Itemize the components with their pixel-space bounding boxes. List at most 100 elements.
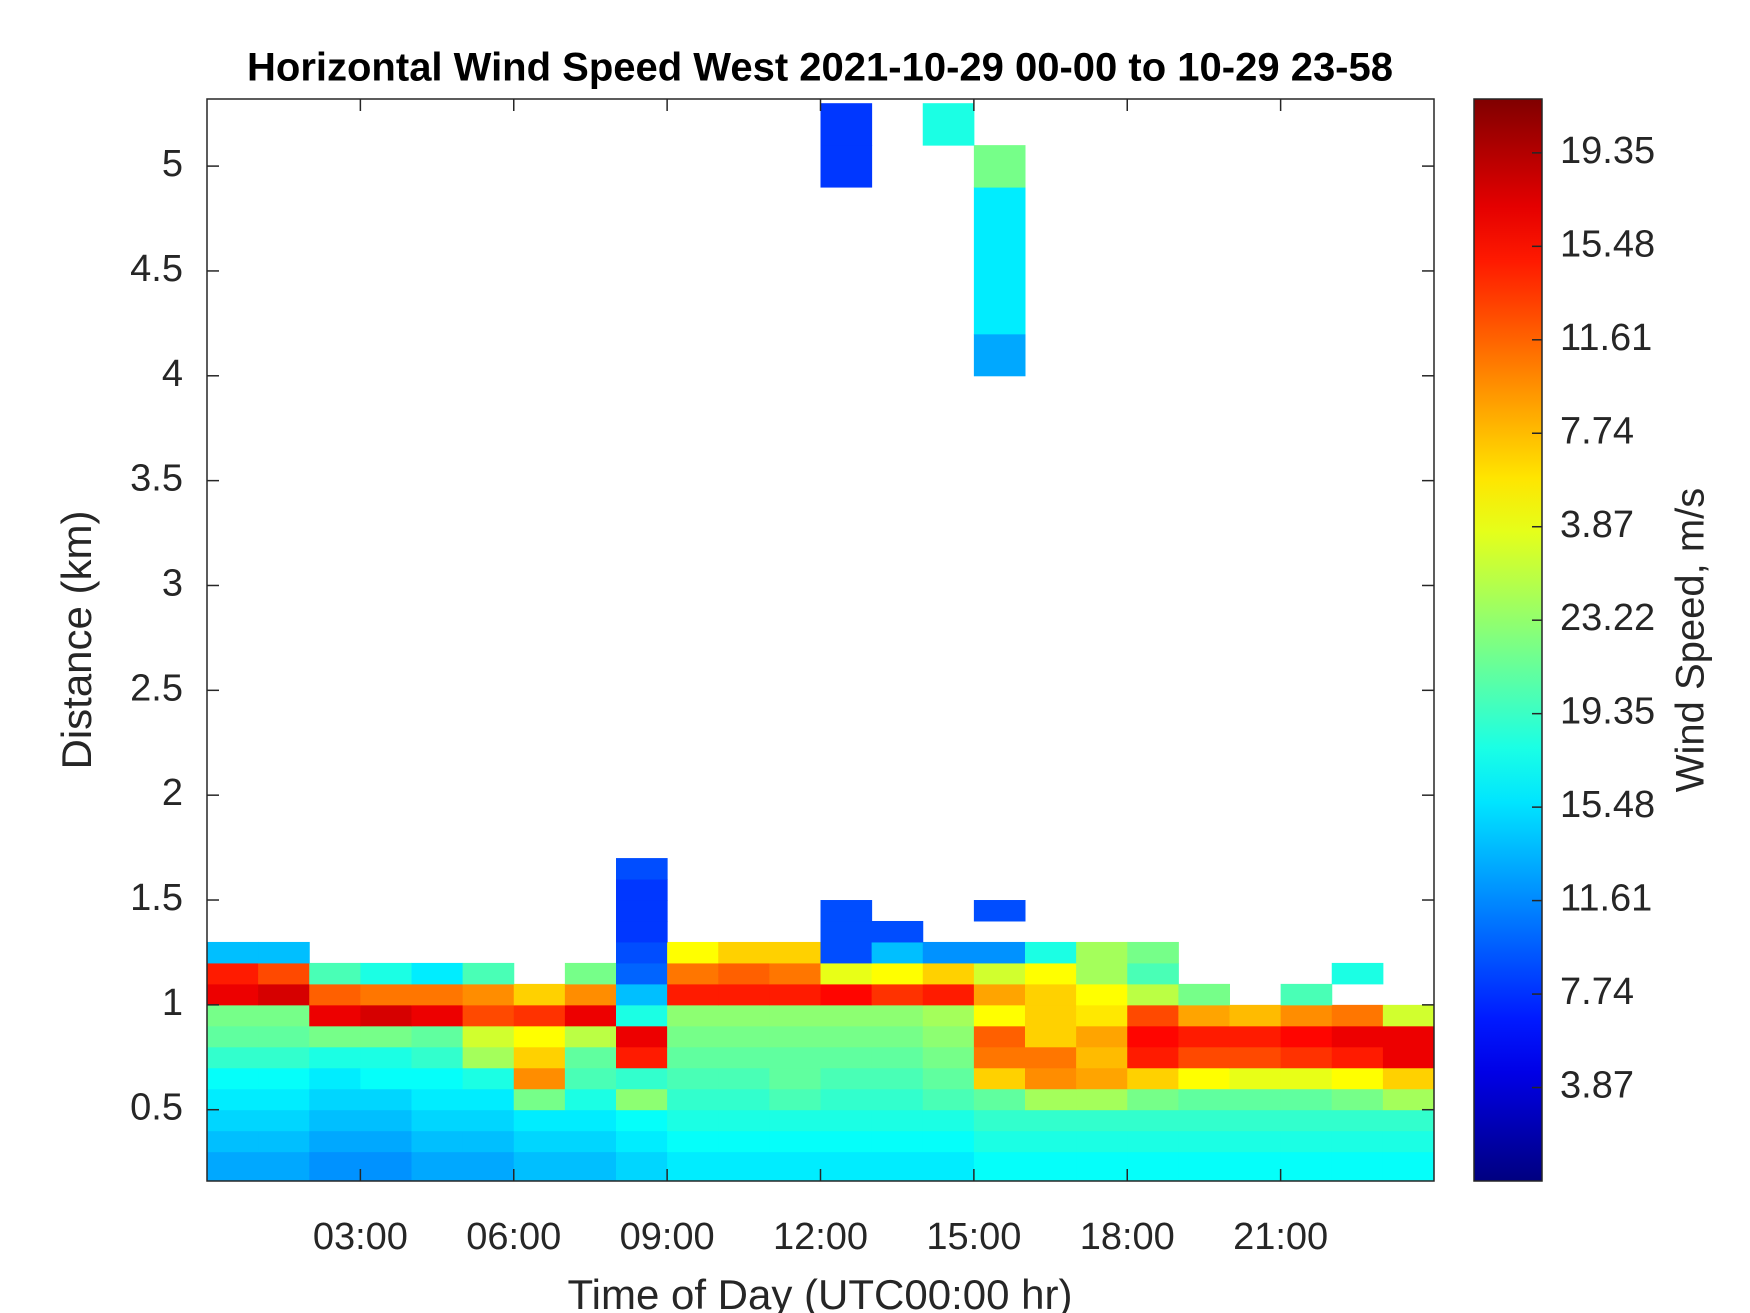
colorbar-tick-label: 23.22: [1560, 597, 1655, 639]
heat-cell: [769, 941, 821, 964]
heat-cell: [820, 1109, 873, 1132]
heat-cell: [1025, 1088, 1077, 1111]
heat-cell: [1127, 962, 1179, 985]
heat-cell: [1076, 962, 1128, 985]
heat-cell: [1025, 941, 1077, 964]
heat-cell: [1025, 1130, 1077, 1153]
heat-cell: [513, 1004, 566, 1027]
heat-cell: [1382, 1109, 1434, 1132]
x-tick-label: 03:00: [313, 1216, 408, 1258]
heat-cell: [513, 1088, 566, 1111]
heat-cell: [667, 1130, 719, 1153]
heat-cell: [1127, 1004, 1179, 1027]
heat-cell: [258, 1088, 310, 1111]
heat-cell: [462, 1151, 515, 1181]
heat-cell: [820, 920, 873, 943]
heat-cell: [258, 941, 310, 964]
heat-cell: [1331, 1109, 1384, 1132]
y-tick-label: 1.5: [130, 877, 183, 919]
heat-cell: [616, 900, 668, 922]
heat-cell: [820, 1088, 873, 1111]
heat-cell: [922, 962, 975, 985]
heat-cell: [1280, 1025, 1333, 1048]
heat-cell: [564, 1004, 617, 1027]
heat-cell: [871, 1004, 924, 1027]
heat-cell: [820, 1067, 873, 1090]
heat-cell: [1076, 1067, 1128, 1090]
heat-cell: [1076, 1130, 1128, 1153]
heat-cell: [1178, 1130, 1230, 1153]
heat-cell: [360, 1046, 412, 1069]
heat-cell: [513, 1109, 566, 1132]
heat-cell: [462, 1004, 515, 1027]
heat-cell: [411, 1130, 464, 1153]
heat-cell: [973, 962, 1026, 985]
colorbar-tick-label: 15.48: [1560, 784, 1655, 826]
heat-cell: [973, 187, 1026, 335]
x-tick-label: 09:00: [620, 1216, 715, 1258]
heat-cell: [258, 1130, 310, 1153]
heat-cell: [718, 1109, 770, 1132]
x-tick-label: 18:00: [1080, 1216, 1175, 1258]
y-tick-label: 5: [162, 143, 183, 185]
heat-cell: [973, 145, 1026, 188]
heat-cell: [1382, 1046, 1434, 1069]
heat-cell: [564, 962, 617, 985]
heat-cell: [667, 1046, 719, 1069]
heat-cell: [769, 1004, 821, 1027]
heat-cell: [820, 1046, 873, 1069]
heat-cell: [360, 1025, 412, 1048]
heat-cell: [564, 983, 617, 1006]
heat-cell: [718, 983, 770, 1006]
heat-cell: [207, 1067, 259, 1090]
heat-cell: [309, 1046, 361, 1069]
heat-cell: [360, 962, 412, 985]
heat-cell: [616, 879, 668, 901]
heat-cell: [820, 983, 873, 1006]
heat-cell: [411, 1088, 464, 1111]
heat-cell: [667, 962, 719, 985]
heat-cell: [973, 1004, 1026, 1027]
heat-cell: [1280, 1004, 1333, 1027]
heat-cell: [258, 1004, 310, 1027]
heat-cell: [1178, 1109, 1230, 1132]
heat-cell: [1331, 1088, 1384, 1111]
y-tick-label: 2: [162, 772, 183, 814]
heat-cell: [1127, 1088, 1179, 1111]
heat-cell: [411, 1067, 464, 1090]
heat-cell: [973, 1088, 1026, 1111]
heat-cell: [1127, 983, 1179, 1006]
heat-cell: [207, 1046, 259, 1069]
heat-cell: [1025, 1067, 1077, 1090]
heat-cell: [207, 1025, 259, 1048]
heat-cell: [564, 1025, 617, 1048]
heat-cell: [207, 983, 259, 1006]
heat-cell: [922, 1130, 975, 1153]
heat-cell: [871, 1067, 924, 1090]
heat-cell: [718, 1151, 770, 1181]
colorbar-tick-label: 11.61: [1560, 878, 1652, 920]
heat-cell: [1280, 1151, 1333, 1181]
heat-cell: [564, 1109, 617, 1132]
heat-cell: [462, 962, 515, 985]
heat-cell: [1280, 1088, 1333, 1111]
heat-cell: [462, 1046, 515, 1069]
heat-cell: [667, 1025, 719, 1048]
heat-cell: [411, 1004, 464, 1027]
heat-cell: [258, 1025, 310, 1048]
heat-cell: [616, 941, 668, 964]
heat-cell: [1382, 1004, 1434, 1027]
heat-cell: [1076, 1004, 1128, 1027]
heat-cell: [1331, 1025, 1384, 1048]
heat-cell: [616, 1046, 668, 1069]
heat-cell: [718, 1088, 770, 1111]
heat-cell: [1025, 1151, 1077, 1181]
heat-cell: [1025, 983, 1077, 1006]
heat-cell: [871, 1151, 924, 1181]
heat-cell: [820, 1130, 873, 1153]
heat-cell: [462, 1067, 515, 1090]
heat-cell: [616, 1151, 668, 1181]
heat-cell: [973, 1046, 1026, 1069]
heat-cell: [1127, 1025, 1179, 1048]
